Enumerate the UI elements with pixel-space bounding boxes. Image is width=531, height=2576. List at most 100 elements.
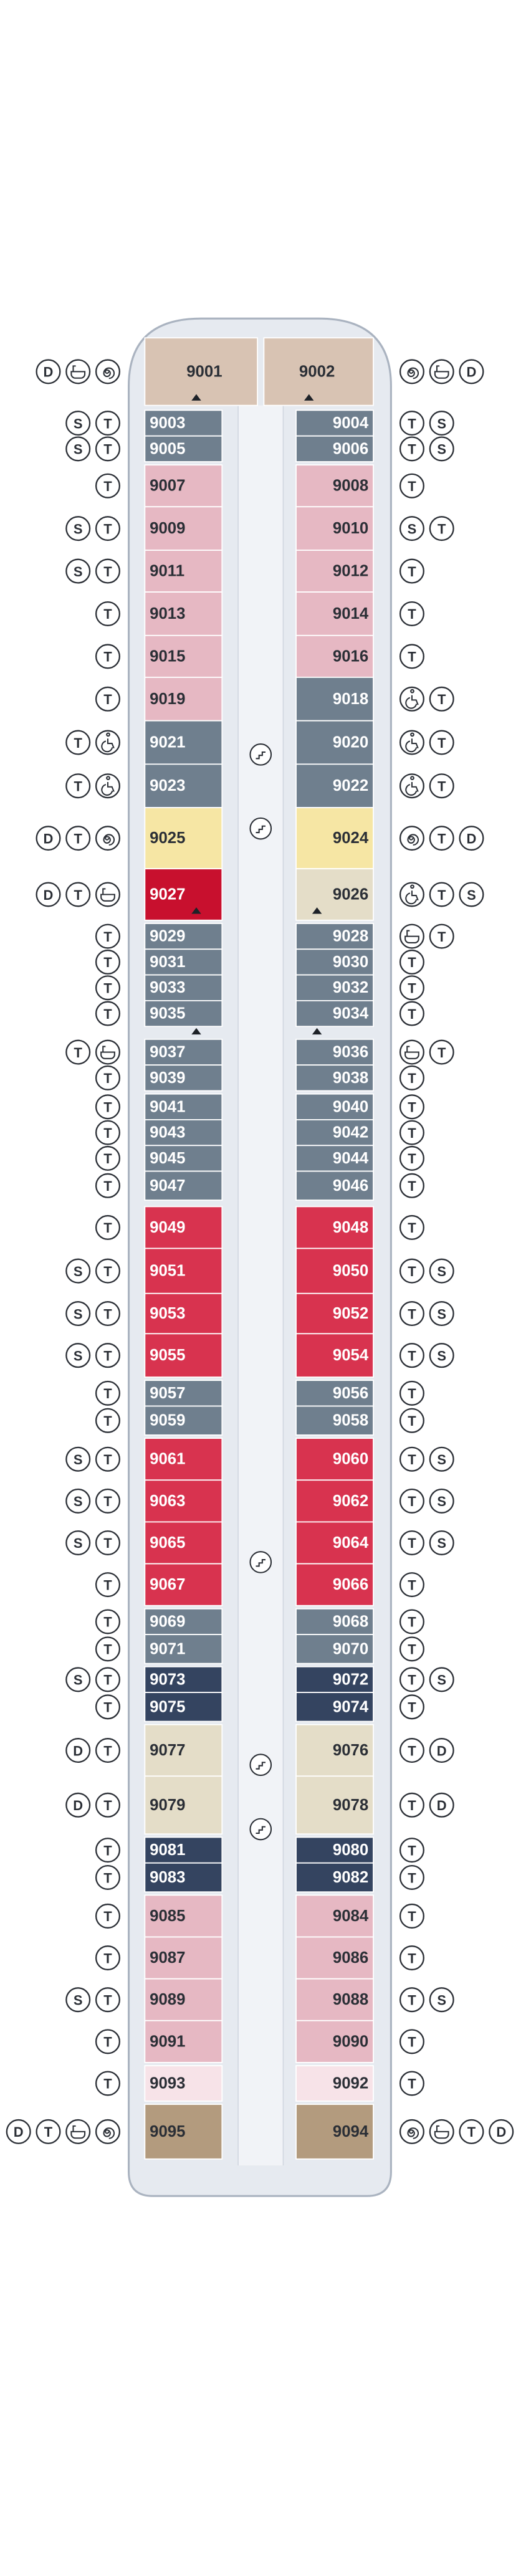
badge-letter: T <box>438 929 446 945</box>
badge-letter: T <box>103 1386 112 1401</box>
badge-letter: T <box>103 564 112 580</box>
badge-circle <box>429 411 454 436</box>
badge-circle <box>95 686 120 712</box>
amenity-icon <box>405 776 419 796</box>
badge-circle <box>429 1488 454 1514</box>
cabin-number: 9064 <box>333 1534 369 1552</box>
badge-letter: T <box>103 1151 112 1166</box>
badge-letter: T <box>467 2124 476 2140</box>
badge-letter: T <box>408 1100 416 1115</box>
facility-icon <box>249 743 272 766</box>
badge-circle <box>36 2119 61 2144</box>
cabin <box>295 1093 374 1120</box>
badge-letter: S <box>74 1264 83 1279</box>
cabin <box>144 1438 223 1481</box>
cabin-number: 9090 <box>333 2033 368 2050</box>
badge-circle <box>399 1636 424 1662</box>
entrance-marker <box>312 1028 322 1035</box>
badge-circle <box>95 359 120 384</box>
cabin <box>144 807 223 870</box>
badge-letter: T <box>103 1672 112 1688</box>
badge-letter: T <box>103 1950 112 1966</box>
badge-circle <box>95 1446 120 1472</box>
badge-letter: D <box>437 1798 447 1813</box>
badge-circle <box>95 1572 120 1598</box>
badge-letter: T <box>408 1264 416 1279</box>
cabin <box>144 2104 223 2160</box>
cabin <box>295 1405 374 1436</box>
badge-circle <box>399 1258 424 1284</box>
facility-glyph <box>256 1559 266 1567</box>
amenity-icon <box>407 834 419 846</box>
badge-circle <box>95 1792 120 1818</box>
cabin <box>295 1666 374 1693</box>
cabin <box>144 868 223 921</box>
badge-circle <box>95 1001 120 1026</box>
badge-circle <box>399 1120 424 1145</box>
badge-letter: T <box>103 1798 112 1813</box>
badge-letter: T <box>103 1642 112 1658</box>
amenity-icon <box>404 930 419 943</box>
badge-circle <box>95 1530 120 1555</box>
cabin-number: 9081 <box>150 1841 185 1859</box>
badge-letter: T <box>408 1992 416 2008</box>
cabin <box>295 1521 374 1565</box>
amenity-icon <box>434 365 449 379</box>
badge-circle <box>95 601 120 626</box>
amenity-icon <box>103 834 115 846</box>
cabin-number: 9088 <box>333 1991 368 2008</box>
badge-circle <box>95 1301 120 1327</box>
badge-circle <box>95 1343 120 1368</box>
badge-circle <box>399 1488 424 1514</box>
amenity-icon <box>101 776 115 796</box>
cabin-number: 9019 <box>150 690 185 708</box>
cabin-number: 9012 <box>333 563 368 580</box>
cabin-number: 9077 <box>150 1742 185 1759</box>
cabin-number: 9074 <box>333 1698 369 1715</box>
cabin-number: 9008 <box>333 477 368 495</box>
badge-letter: T <box>408 564 416 580</box>
badge-circle <box>95 558 120 584</box>
badge-circle <box>65 436 91 462</box>
badge-letter: S <box>74 1672 83 1688</box>
badge-circle <box>399 1903 424 1929</box>
cabin <box>144 1936 223 1980</box>
cabin-number: 9084 <box>333 1907 369 1925</box>
badge-letter: T <box>74 1045 83 1061</box>
cabin-number: 9048 <box>333 1219 368 1236</box>
badge-letter: S <box>74 442 83 457</box>
cabin <box>144 923 223 950</box>
cabin <box>295 868 374 921</box>
badge-circle <box>95 411 120 436</box>
badge-circle <box>65 1258 91 1284</box>
badge-letter: D <box>496 2124 506 2140</box>
badge-letter: S <box>74 521 83 537</box>
badge-circle <box>399 1572 424 1598</box>
badge-letter: T <box>408 1798 416 1813</box>
cabin-number: 9053 <box>150 1305 185 1322</box>
badge-circle <box>65 558 91 584</box>
badge-circle <box>399 1380 424 1406</box>
cabin-number: 9020 <box>333 734 368 751</box>
badge-letter: T <box>103 1743 112 1758</box>
amenity-icon <box>103 367 115 379</box>
badge-letter: T <box>408 1843 416 1858</box>
badge-letter: S <box>437 1264 446 1279</box>
cabin-number: 9009 <box>150 520 185 537</box>
cabin <box>295 2065 374 2102</box>
cabin <box>144 1038 223 1066</box>
badge-circle <box>459 826 484 851</box>
cabin <box>295 1608 374 1636</box>
badge-circle <box>399 2029 424 2054</box>
badge-letter: T <box>408 1348 416 1363</box>
badge-circle <box>459 2119 484 2144</box>
entrance-marker <box>312 907 322 914</box>
cabin <box>263 337 374 406</box>
badge-letter: T <box>103 479 112 494</box>
badge-circle <box>399 1838 424 1863</box>
badge-letter: S <box>437 1992 446 2008</box>
amenity-icon <box>407 367 419 379</box>
badge-circle <box>65 1039 91 1065</box>
badge-circle <box>399 516 424 541</box>
